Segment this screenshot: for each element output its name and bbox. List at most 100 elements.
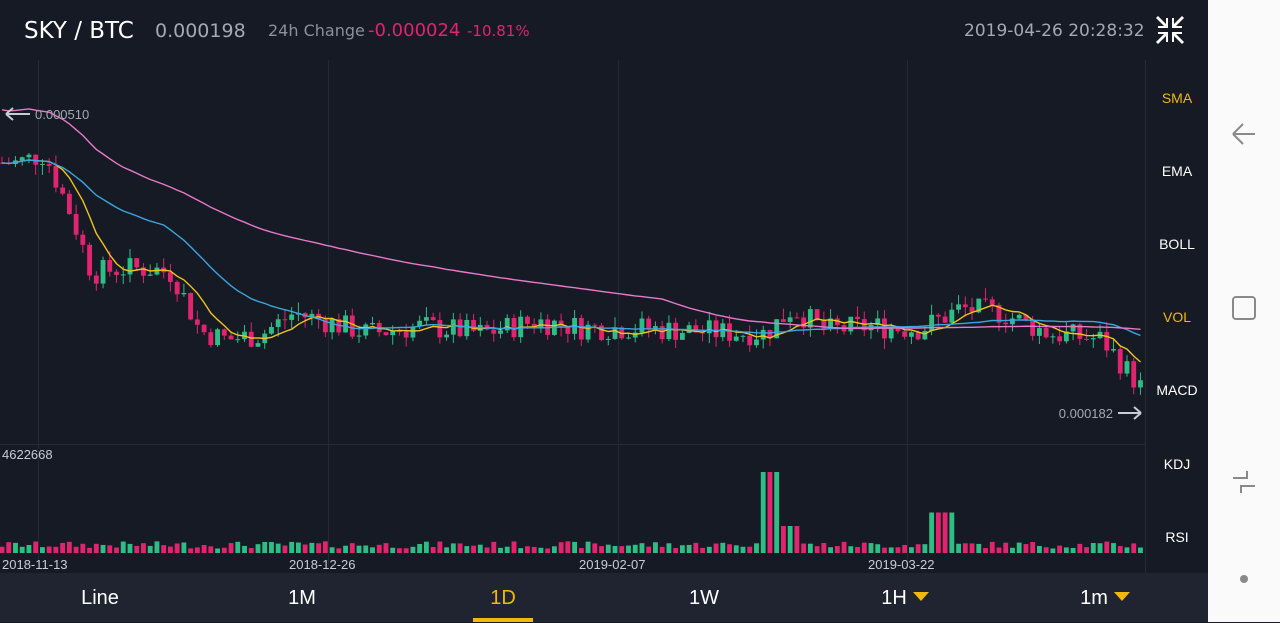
volume-bar [922, 544, 928, 553]
volume-bar [80, 543, 86, 553]
candle [653, 326, 658, 330]
candle [1016, 314, 1022, 319]
candle [1090, 338, 1096, 340]
candle [181, 292, 187, 295]
candle [201, 324, 207, 333]
volume-bar [828, 547, 834, 553]
volume-bar [956, 543, 961, 553]
candle [1050, 336, 1056, 338]
max-price-marker: 0.000510 [5, 107, 89, 122]
volume-bar [302, 544, 308, 553]
volume-bar [444, 547, 450, 553]
volume-bar [120, 541, 126, 553]
volume-bar [720, 542, 726, 553]
candle [605, 338, 611, 341]
timeframe-line[interactable]: Line [60, 573, 140, 622]
recents-icon[interactable] [1230, 468, 1258, 496]
candle [1111, 348, 1116, 351]
candle [188, 292, 194, 320]
candlestick-chart[interactable]: 0.000510 0.000182 4622668 2018-11-13 201… [0, 60, 1146, 573]
timeframe-1m-month[interactable]: 1M [262, 573, 342, 622]
candle [942, 316, 948, 323]
volume-bar [787, 526, 793, 553]
candle [93, 275, 99, 284]
volume-bar [882, 547, 887, 553]
x-tick-label-3: 2019-02-07 [579, 557, 646, 572]
volume-bar [814, 546, 820, 553]
volume-bar [727, 544, 732, 553]
candle [46, 163, 52, 166]
dot-icon[interactable] [1230, 565, 1258, 593]
timeframe-1h-dropdown[interactable]: 1H [860, 573, 950, 622]
candle [807, 309, 813, 328]
volume-bar [673, 548, 679, 553]
volume-bar [53, 546, 59, 553]
volume-bar [1124, 547, 1130, 553]
home-square-icon[interactable] [1230, 294, 1258, 322]
pair-title[interactable]: SKY / BTC [24, 18, 134, 44]
volume-bars [0, 472, 1143, 553]
volume-bar [969, 543, 975, 553]
volume-bar [504, 546, 510, 553]
volume-bar [659, 546, 665, 553]
volume-bar [855, 546, 860, 553]
candle [471, 319, 476, 331]
candle [1124, 361, 1130, 374]
volume-bar [807, 543, 813, 553]
candle [956, 304, 961, 310]
candle [491, 329, 497, 334]
candle [1036, 328, 1042, 336]
candle [437, 320, 443, 338]
candle [962, 304, 968, 308]
timeframe-1d[interactable]: 1D [463, 573, 543, 622]
volume-bar [935, 512, 941, 553]
volume-bar [141, 543, 146, 553]
indicator-vol[interactable]: VOL [1162, 309, 1191, 325]
volume-bar [100, 544, 106, 553]
candle [639, 318, 645, 333]
change-label: 24h Change [268, 21, 365, 40]
candle [626, 337, 631, 339]
indicator-macd[interactable]: MACD [1156, 382, 1198, 398]
candle [235, 339, 241, 341]
volume-bar [1131, 543, 1137, 553]
candle [343, 315, 348, 333]
volume-bar [996, 547, 1002, 553]
candle [417, 320, 423, 327]
back-arrow-icon[interactable] [1230, 120, 1258, 148]
collapse-arrows-icon[interactable] [1154, 14, 1186, 46]
candle [423, 317, 429, 321]
x-tick-label-1: 2018-11-13 [2, 557, 68, 572]
volume-bar [706, 546, 712, 553]
volume-bar [511, 541, 517, 553]
indicator-sma[interactable]: SMA [1161, 90, 1193, 106]
volume-bar [484, 547, 490, 553]
timeframe-1min-dropdown[interactable]: 1m [1060, 573, 1150, 622]
volume-bar [1104, 541, 1110, 553]
candle [26, 154, 32, 158]
indicator-ema[interactable]: EMA [1161, 163, 1193, 179]
candle [801, 317, 807, 328]
indicator-kdj[interactable]: KDJ [1163, 456, 1191, 472]
indicator-rsi[interactable]: RSI [1165, 529, 1189, 545]
timeframe-1w-label: 1W [689, 587, 719, 609]
candle [814, 309, 820, 320]
volume-bar [275, 543, 281, 553]
volume-bar [626, 545, 631, 553]
timeframe-1w[interactable]: 1W [664, 573, 744, 622]
volume-bar [794, 526, 800, 553]
volume-bar [1043, 547, 1049, 553]
volume-bar [93, 543, 99, 553]
volume-bar [1084, 547, 1089, 553]
volume-bar [760, 472, 766, 553]
volume-bar [235, 541, 241, 553]
candle [733, 336, 739, 341]
active-timeframe-underline [473, 618, 533, 622]
volume-bar [221, 547, 227, 553]
candle [349, 315, 355, 337]
candle [929, 314, 935, 331]
volume-bar [194, 547, 200, 553]
volume-bar [841, 541, 847, 553]
indicator-boll[interactable]: BOLL [1159, 236, 1195, 252]
volume-bar [248, 548, 254, 553]
